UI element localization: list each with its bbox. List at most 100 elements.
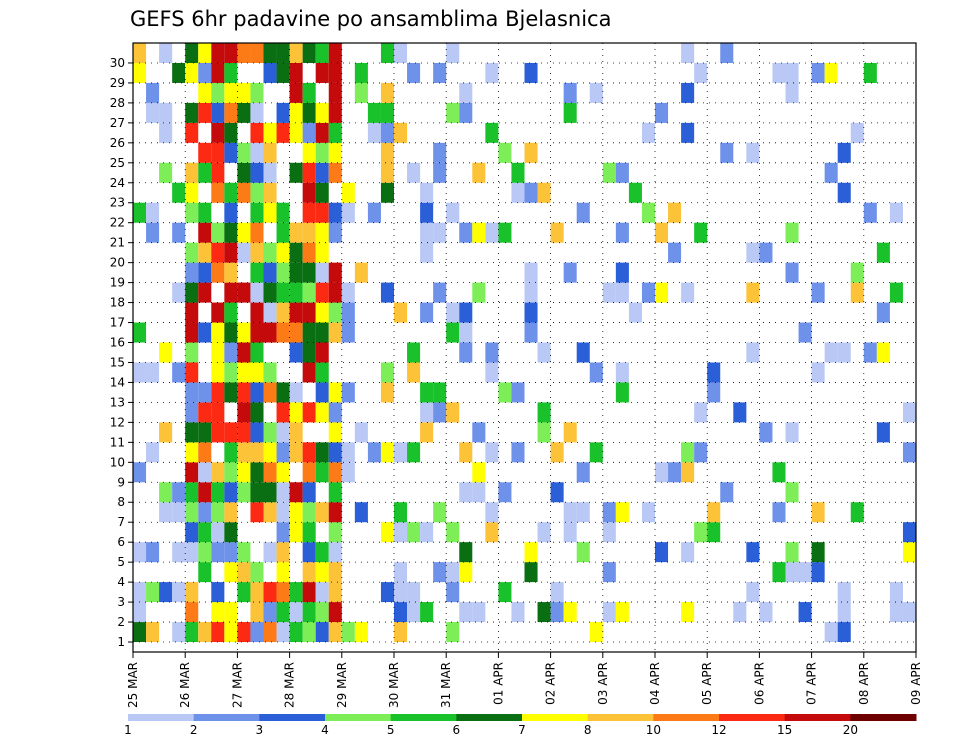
heatmap-cell <box>407 162 421 183</box>
heatmap-cell <box>250 402 264 423</box>
heatmap-cell <box>289 382 303 403</box>
y-axis: 1234567891011121314151617181920212223242… <box>110 56 133 649</box>
heatmap-cell <box>211 102 225 123</box>
y-tick-label: 1 <box>117 635 125 649</box>
heatmap-cell <box>563 522 577 543</box>
heatmap-cell <box>681 442 695 463</box>
colorbar-label: 1 <box>124 723 132 737</box>
heatmap-cell <box>198 462 212 483</box>
heatmap-cell <box>315 43 329 63</box>
x-tick-label: 02 APR <box>544 662 558 705</box>
heatmap-cell <box>250 82 264 103</box>
heatmap-cell <box>289 622 303 643</box>
heatmap-cell <box>250 362 264 383</box>
heatmap-cell <box>237 282 251 303</box>
heatmap-cell <box>328 382 342 403</box>
heatmap-cell <box>237 82 251 103</box>
heatmap-cell <box>302 362 316 383</box>
heatmap-cell <box>289 582 303 603</box>
heatmap-cell <box>524 322 538 343</box>
heatmap-cell <box>263 182 277 203</box>
heatmap-cell <box>211 322 225 343</box>
heatmap-cell <box>224 322 238 343</box>
heatmap-cell <box>250 182 264 203</box>
heatmap-cell <box>407 442 421 463</box>
heatmap-cell <box>446 622 460 643</box>
heatmap-cell <box>798 562 812 583</box>
heatmap-cell <box>902 402 916 423</box>
heatmap-cell <box>302 182 316 203</box>
heatmap-cell <box>759 602 773 623</box>
heatmap-cell <box>276 482 290 503</box>
heatmap-cell <box>380 362 394 383</box>
heatmap-cell <box>133 462 147 483</box>
heatmap-cell <box>315 202 329 223</box>
heatmap-cell <box>224 342 238 363</box>
heatmap-cell <box>289 442 303 463</box>
heatmap-cell <box>681 82 695 103</box>
heatmap-cell <box>589 622 603 643</box>
heatmap-cell <box>433 222 447 243</box>
heatmap-cell <box>211 62 225 83</box>
heatmap-cell <box>211 382 225 403</box>
heatmap-cell <box>433 402 447 423</box>
heatmap-cell <box>263 302 277 323</box>
heatmap-cell <box>315 302 329 323</box>
heatmap-cell <box>772 62 786 83</box>
heatmap-cell <box>876 422 890 443</box>
heatmap-cell <box>707 522 721 543</box>
heatmap-cell <box>185 62 199 83</box>
heatmap-cell <box>420 182 434 203</box>
x-axis: 25 MAR 26 MAR 27 MAR 28 MAR 29 MAR 30 MAR 31 M… <box>126 652 923 708</box>
heatmap-cell <box>211 142 225 163</box>
heatmap-cell <box>250 282 264 303</box>
heatmap-cell <box>602 522 616 543</box>
heatmap-cell <box>315 342 329 363</box>
heatmap-cell <box>302 43 316 63</box>
heatmap-cell <box>354 82 368 103</box>
heatmap-cell <box>211 302 225 323</box>
y-tick-label: 3 <box>117 595 125 609</box>
heatmap-cell <box>550 442 564 463</box>
heatmap-cell <box>328 582 342 603</box>
heatmap-cell <box>341 282 355 303</box>
heatmap-cell <box>211 222 225 243</box>
heatmap-cell <box>655 222 669 243</box>
heatmap-cell <box>380 162 394 183</box>
heatmap-cell <box>328 482 342 503</box>
heatmap-cell <box>224 122 238 143</box>
heatmap-cell <box>550 222 564 243</box>
heatmap-cell <box>315 502 329 523</box>
heatmap-cell <box>185 262 199 283</box>
heatmap-cell <box>315 402 329 423</box>
heatmap-cell <box>394 502 408 523</box>
heatmap-cell <box>367 122 381 143</box>
heatmap-cell <box>185 622 199 643</box>
heatmap-cell <box>837 622 851 643</box>
y-tick-label: 12 <box>110 415 125 429</box>
heatmap-cell <box>250 602 264 623</box>
heatmap-cell <box>394 562 408 583</box>
heatmap-cell <box>420 422 434 443</box>
heatmap-cell <box>446 522 460 543</box>
heatmap-cell <box>315 462 329 483</box>
heatmap-cell <box>328 122 342 143</box>
colorbar-swatch <box>850 714 917 721</box>
heatmap-cell <box>524 262 538 283</box>
colorbar-swatch <box>653 714 720 721</box>
heatmap-cell <box>250 302 264 323</box>
heatmap-cell <box>459 602 473 623</box>
heatmap-cell <box>380 382 394 403</box>
heatmap-cell <box>289 522 303 543</box>
heatmap-cell <box>315 62 329 83</box>
heatmap-cell <box>263 462 277 483</box>
heatmap-cell <box>289 82 303 103</box>
y-tick-label: 23 <box>110 196 125 210</box>
heatmap-cell <box>185 102 199 123</box>
heatmap-cell <box>328 442 342 463</box>
heatmap-cell <box>263 43 277 63</box>
heatmap-cell <box>185 342 199 363</box>
heatmap-cell <box>211 422 225 443</box>
heatmap-cell <box>302 402 316 423</box>
heatmap-cell <box>198 402 212 423</box>
